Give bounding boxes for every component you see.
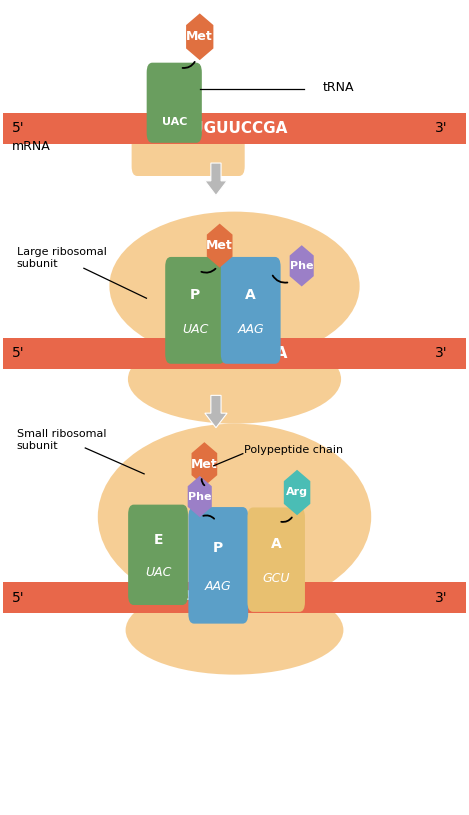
FancyBboxPatch shape — [3, 583, 466, 613]
Text: AAG: AAG — [237, 323, 264, 336]
Text: P: P — [213, 541, 223, 555]
Text: GCU: GCU — [263, 572, 290, 585]
Text: Arg: Arg — [286, 487, 308, 497]
Polygon shape — [191, 443, 217, 487]
Text: 3': 3' — [435, 346, 448, 360]
Text: AUGUUCCGA: AUGUUCCGA — [181, 121, 288, 136]
FancyBboxPatch shape — [221, 257, 280, 363]
FancyArrow shape — [205, 395, 227, 428]
FancyBboxPatch shape — [128, 504, 188, 605]
Polygon shape — [207, 223, 233, 267]
Text: Met: Met — [191, 458, 218, 470]
FancyArrow shape — [205, 163, 227, 196]
Ellipse shape — [128, 335, 341, 424]
Text: A: A — [245, 288, 256, 302]
Text: AUGUUCCGA: AUGUUCCGA — [181, 590, 288, 606]
Text: UAC: UAC — [161, 117, 187, 127]
FancyBboxPatch shape — [248, 508, 305, 612]
FancyBboxPatch shape — [3, 112, 466, 143]
Polygon shape — [186, 13, 213, 60]
Text: P: P — [190, 288, 200, 302]
Text: 5': 5' — [12, 121, 25, 135]
Text: Small ribosomal
subunit: Small ribosomal subunit — [17, 429, 106, 451]
Text: 3': 3' — [435, 121, 448, 135]
Ellipse shape — [109, 212, 360, 360]
Text: AUGUUCCGA: AUGUUCCGA — [181, 346, 288, 361]
FancyBboxPatch shape — [132, 124, 245, 176]
Text: 5': 5' — [12, 591, 25, 605]
Text: A: A — [271, 537, 281, 552]
Text: Met: Met — [186, 30, 213, 43]
Ellipse shape — [126, 586, 343, 675]
Text: AAG: AAG — [205, 580, 232, 593]
Text: Phe: Phe — [290, 261, 313, 271]
Text: UAC: UAC — [145, 566, 171, 579]
Polygon shape — [284, 469, 310, 515]
Polygon shape — [290, 245, 314, 287]
Text: Polypeptide chain: Polypeptide chain — [244, 446, 343, 456]
Polygon shape — [188, 476, 212, 518]
Text: Met: Met — [206, 239, 233, 252]
FancyBboxPatch shape — [147, 63, 202, 143]
Text: 5': 5' — [12, 346, 25, 360]
FancyBboxPatch shape — [165, 257, 225, 363]
Text: mRNA: mRNA — [12, 139, 51, 152]
FancyBboxPatch shape — [3, 338, 466, 368]
Text: Large ribosomal
subunit: Large ribosomal subunit — [17, 247, 106, 269]
Text: tRNA: tRNA — [323, 82, 354, 95]
Text: UAC: UAC — [182, 323, 208, 336]
Text: Phe: Phe — [188, 491, 212, 501]
FancyBboxPatch shape — [189, 507, 248, 623]
Text: E: E — [153, 533, 163, 547]
Text: 3': 3' — [435, 591, 448, 605]
Ellipse shape — [98, 424, 371, 610]
